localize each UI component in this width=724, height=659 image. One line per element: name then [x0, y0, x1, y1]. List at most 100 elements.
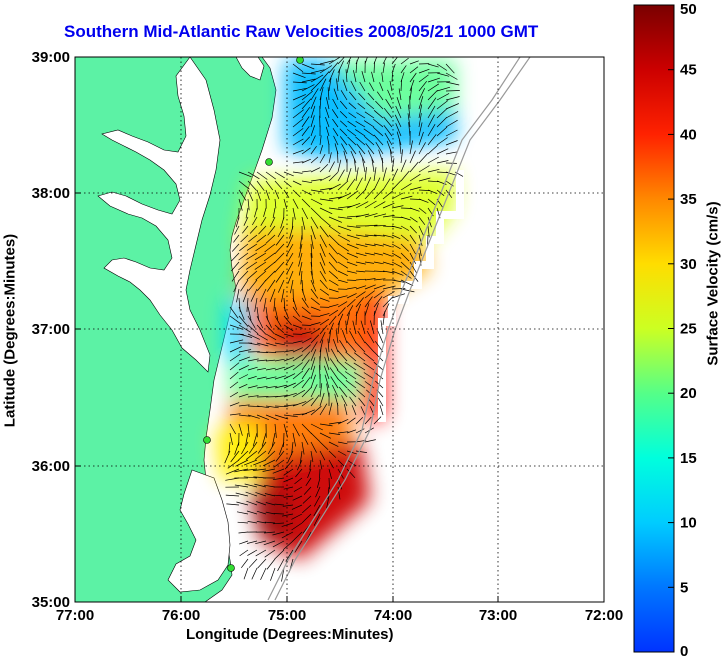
vector-arrow [407, 113, 411, 128]
vector-arrow [319, 459, 323, 470]
vector-arrow [436, 108, 448, 119]
vector-arrow [229, 346, 242, 353]
vector-arrow [347, 136, 357, 146]
vector-arrow [364, 111, 375, 119]
vector-arrow [319, 392, 325, 407]
vector-arrow [285, 549, 294, 562]
vector-arrow [327, 87, 330, 101]
vector-arrow [301, 324, 312, 326]
vector-arrow [348, 143, 357, 155]
vector-arrow [400, 183, 412, 191]
vector-arrow [319, 252, 326, 266]
vector-arrow [341, 143, 348, 155]
vector-arrow [367, 150, 375, 164]
vector-arrow [274, 384, 287, 389]
vector-arrow [269, 216, 276, 228]
vector-arrow [347, 120, 357, 128]
vector-arrow [409, 79, 415, 92]
vector-arrow [382, 252, 393, 257]
vector-arrow [263, 484, 276, 488]
vector-arrow [381, 72, 384, 83]
vector-arrow [292, 423, 300, 437]
vector-arrow [301, 331, 312, 335]
vector-arrow [409, 87, 413, 101]
vector-arrow [400, 57, 409, 65]
vector-arrow [328, 171, 339, 182]
vector-arrow [292, 101, 305, 110]
vector-arrow [328, 234, 340, 245]
vector-arrow [373, 225, 386, 227]
vector-arrow [337, 441, 348, 445]
vector-arrow [364, 243, 376, 247]
vector-arrow [373, 118, 384, 128]
vector-arrow [303, 486, 312, 495]
vector-arrow [238, 364, 249, 371]
vector-arrow [275, 270, 285, 283]
vector-arrow [445, 96, 460, 101]
vector-arrow [265, 189, 270, 201]
vector-arrow [319, 324, 328, 335]
vector-arrow [336, 360, 348, 371]
vector-arrow [301, 84, 315, 92]
vector-arrow [328, 270, 339, 279]
vector-arrow [331, 384, 339, 398]
vector-arrow [246, 243, 258, 251]
vector-arrow [427, 144, 438, 155]
vector-arrow [427, 124, 436, 137]
vector-arrow [400, 225, 410, 231]
vector-arrow [238, 531, 249, 534]
vector-arrow [325, 126, 330, 137]
vector-arrow [244, 483, 258, 488]
vector-arrow [301, 147, 311, 155]
vector-arrow [345, 320, 348, 335]
vector-arrow [310, 189, 323, 193]
vector-arrow [319, 441, 329, 451]
vector-arrow [391, 225, 402, 229]
vector-arrow [319, 279, 328, 289]
vector-arrow [391, 270, 404, 276]
vector-arrow [256, 333, 268, 341]
vector-arrow [344, 371, 357, 380]
vector-arrow [274, 549, 285, 560]
vector-arrow [445, 119, 458, 128]
vector-arrow [345, 380, 357, 389]
vector-arrow [247, 395, 259, 398]
vector-arrow [337, 151, 339, 164]
vector-arrow [301, 397, 314, 407]
vector-arrow [391, 216, 403, 218]
vector-arrow [274, 306, 279, 320]
vector-arrow [262, 459, 276, 467]
vector-arrow [247, 306, 252, 321]
vector-arrow [337, 313, 344, 326]
vector-arrow [264, 261, 276, 271]
vector-arrow [310, 334, 320, 344]
vector-arrow [310, 243, 313, 258]
vector-arrow [346, 312, 350, 326]
vector-arrow [436, 93, 450, 101]
vector-arrow [265, 270, 276, 282]
vector-arrow [316, 477, 321, 488]
vector-arrow [337, 321, 340, 335]
vector-arrow [418, 165, 430, 173]
station-marker [203, 436, 211, 444]
vector-arrow [238, 414, 251, 417]
vector-arrow [400, 65, 407, 74]
vector-arrow [238, 423, 243, 436]
vector-arrow [319, 297, 330, 302]
vector-arrow [346, 234, 360, 240]
vector-arrow [254, 450, 267, 460]
vector-arrow [274, 324, 284, 334]
colorbar-label: Surface Velocity (cm/s) [704, 201, 722, 366]
vector-arrow [364, 200, 377, 209]
vector-arrow [337, 252, 349, 261]
vector-arrow [285, 243, 294, 257]
vector-arrow [225, 494, 240, 497]
vector-arrow [283, 333, 294, 338]
vector-arrow [238, 324, 251, 333]
vector-arrow [239, 243, 249, 252]
vector-arrow [256, 501, 267, 506]
vector-arrow [260, 216, 267, 226]
vector-arrow [338, 386, 348, 398]
vector-arrow [292, 354, 303, 362]
vector-arrow [391, 72, 393, 83]
